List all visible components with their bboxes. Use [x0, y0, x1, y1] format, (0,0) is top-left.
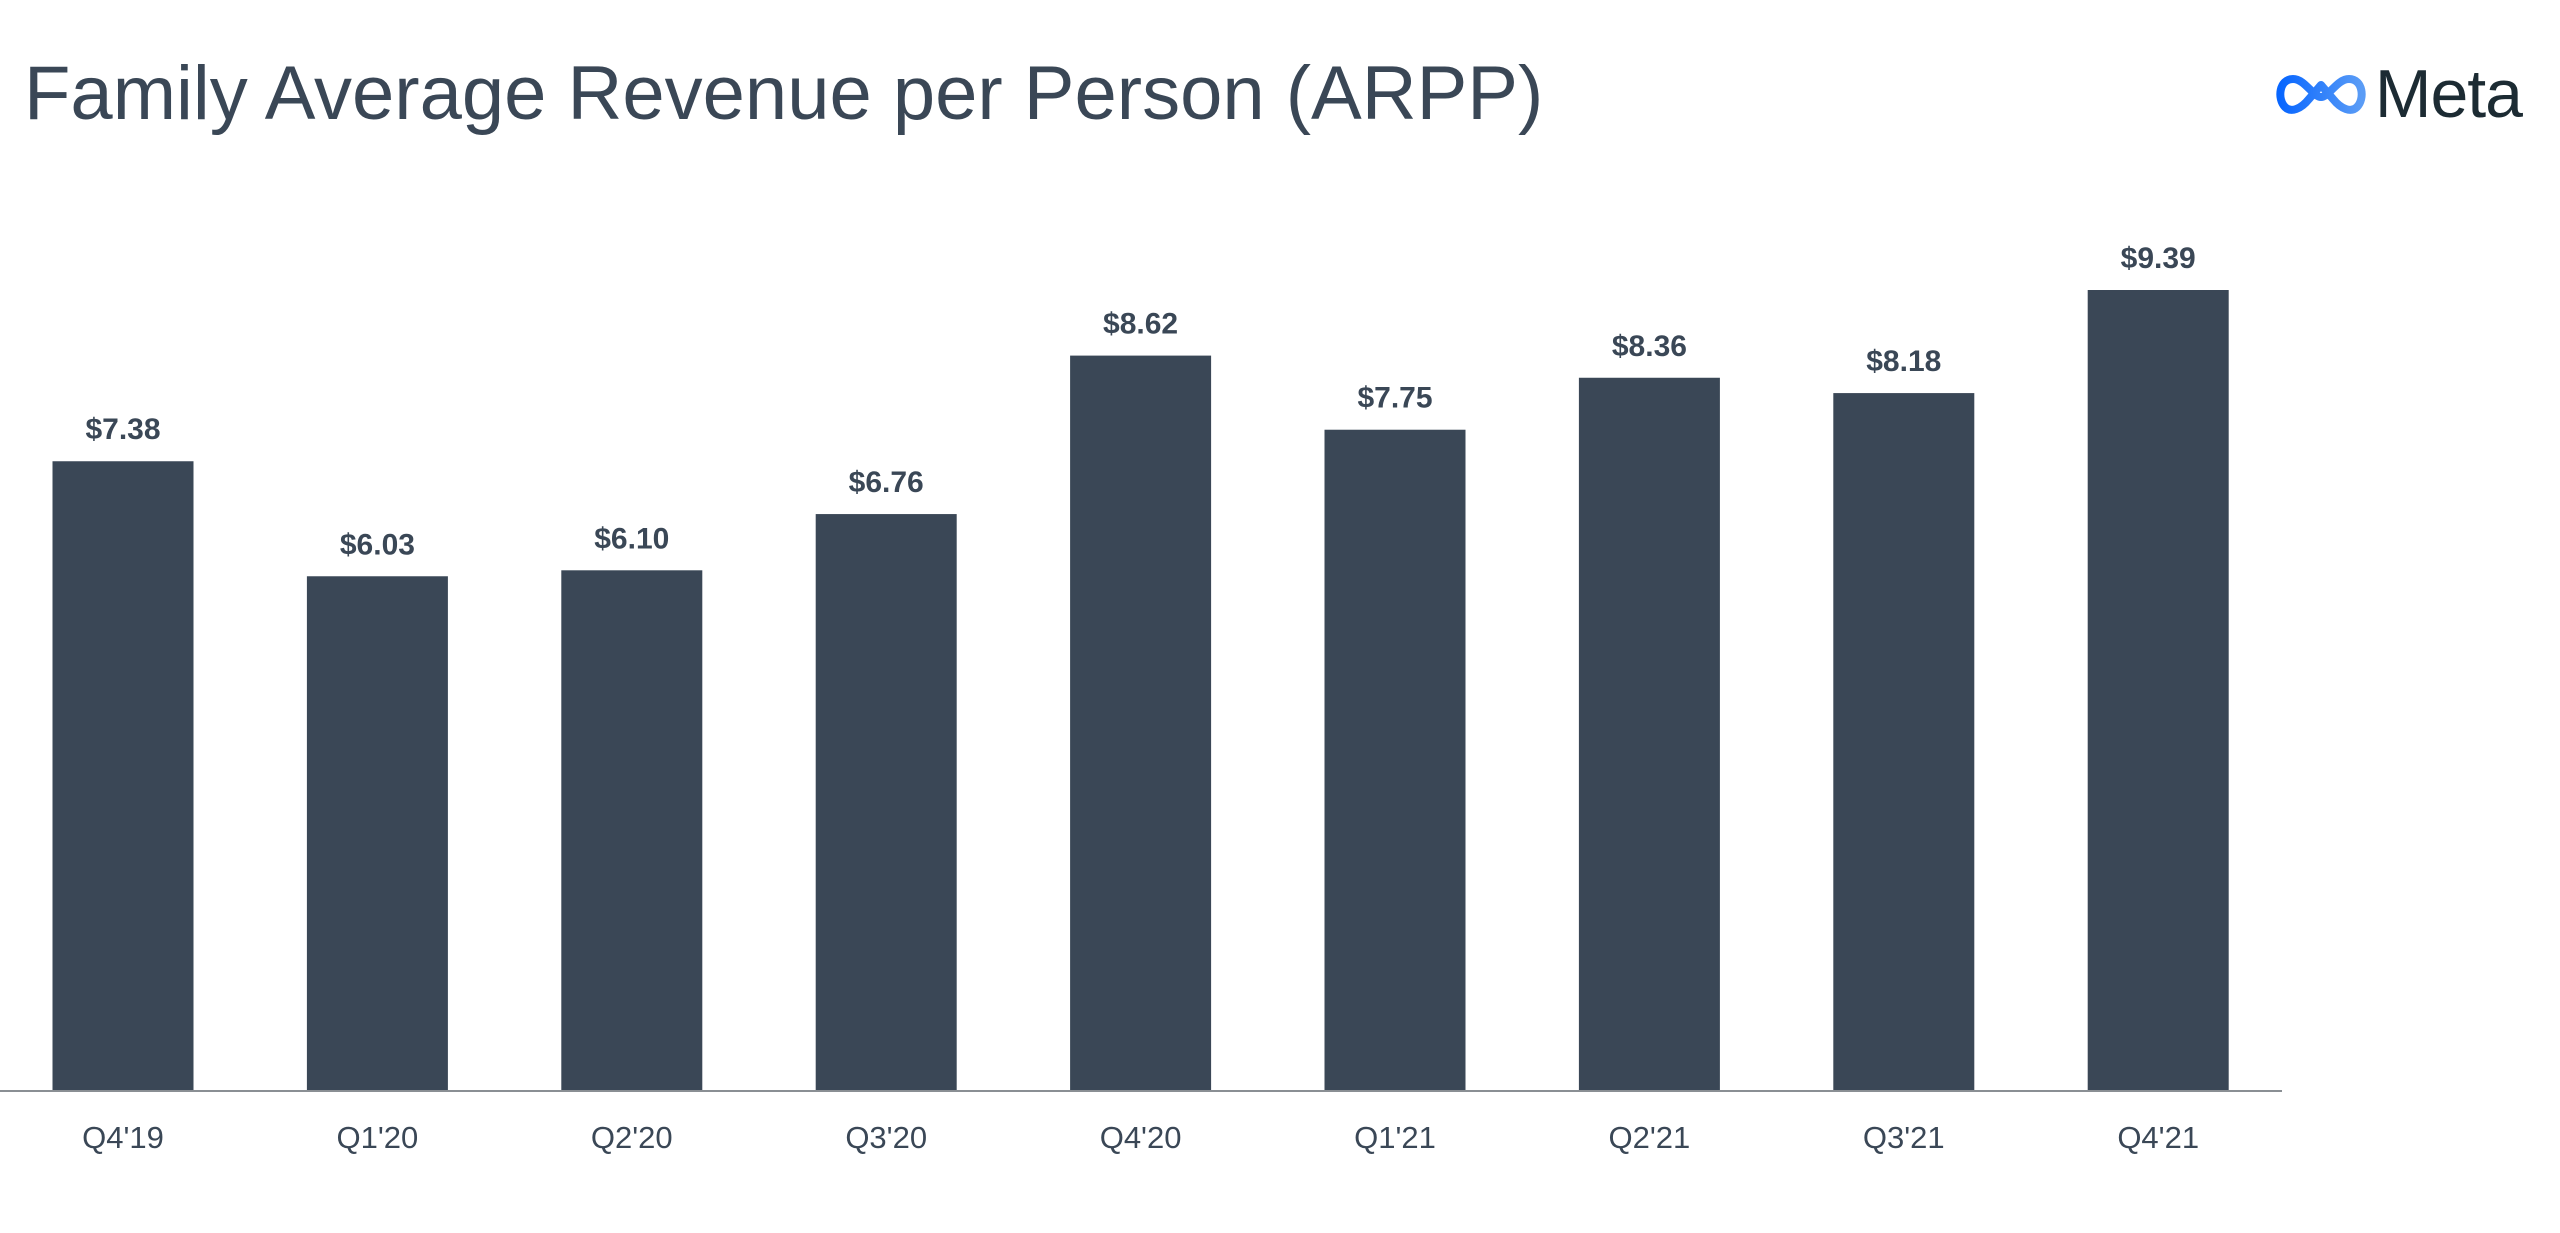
x-tick-label: Q2'20 [591, 1120, 673, 1155]
meta-infinity-icon [2276, 75, 2366, 114]
x-tick-label: Q1'20 [337, 1120, 419, 1155]
data-label: $8.36 [1612, 330, 1687, 363]
x-tick-label: Q4'19 [82, 1120, 164, 1155]
x-tick-label: Q4'20 [1100, 1120, 1182, 1155]
data-label: $7.38 [85, 413, 160, 446]
data-label: $6.10 [594, 522, 669, 555]
bar [52, 461, 194, 1091]
data-label: $7.75 [1357, 382, 1432, 415]
bar [561, 570, 703, 1090]
bar [1070, 355, 1212, 1091]
chart-title: Family Average Revenue per Person (ARPP) [24, 51, 1544, 136]
data-label: $8.18 [1866, 345, 1941, 378]
bar [815, 514, 957, 1090]
bar [2087, 290, 2229, 1090]
bar [1833, 393, 1975, 1090]
bar [306, 576, 448, 1090]
x-tick-label: Q3'21 [1863, 1120, 1945, 1155]
data-label: $6.03 [340, 528, 415, 561]
bar [1324, 429, 1466, 1090]
x-tick-label: Q1'21 [1354, 1120, 1436, 1155]
bar [1578, 377, 1720, 1090]
x-tick-label: Q4'21 [2117, 1120, 2199, 1155]
x-tick-label: Q3'20 [845, 1120, 927, 1155]
meta-logo-text: Meta [2374, 56, 2523, 132]
meta-logo: Meta [2275, 56, 2523, 132]
data-label: $8.62 [1103, 308, 1178, 341]
data-label: $6.76 [849, 466, 924, 499]
data-label: $9.39 [2121, 242, 2196, 275]
x-tick-label: Q2'21 [1609, 1120, 1691, 1155]
